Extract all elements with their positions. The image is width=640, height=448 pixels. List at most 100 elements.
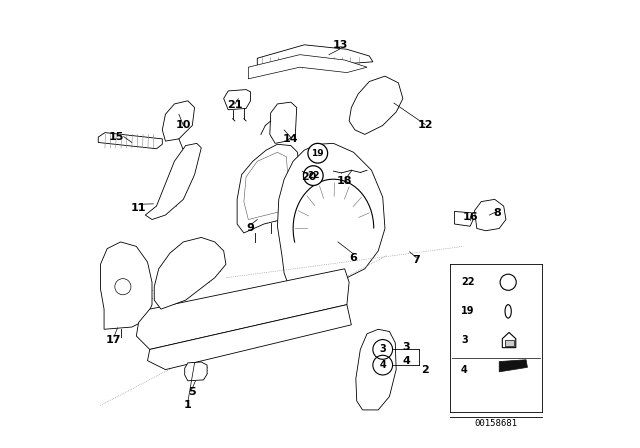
Point — [362, 377, 372, 384]
Point — [298, 238, 308, 246]
Point — [265, 316, 275, 323]
Point — [329, 161, 339, 168]
Point — [360, 161, 370, 168]
Point — [362, 392, 372, 399]
Point — [271, 103, 281, 110]
Point — [293, 217, 303, 224]
Point — [266, 159, 276, 166]
Point — [479, 223, 489, 230]
Point — [180, 126, 191, 134]
Point — [204, 267, 214, 274]
Point — [180, 119, 191, 126]
Point — [196, 366, 206, 374]
Point — [171, 256, 181, 263]
Point — [105, 262, 115, 269]
Point — [329, 196, 339, 203]
Point — [365, 175, 375, 182]
Point — [321, 274, 331, 281]
Point — [305, 289, 315, 296]
Point — [281, 289, 291, 296]
Point — [308, 252, 319, 259]
Point — [297, 283, 307, 290]
Point — [288, 182, 298, 189]
Point — [308, 161, 319, 168]
Point — [305, 301, 315, 308]
Point — [372, 384, 383, 392]
Point — [288, 267, 298, 274]
Point — [286, 152, 296, 159]
Point — [286, 159, 296, 166]
Point — [285, 131, 296, 138]
Point — [349, 120, 359, 127]
Point — [369, 120, 379, 127]
Point — [274, 206, 284, 213]
Point — [393, 83, 403, 90]
Point — [204, 239, 214, 246]
Point — [355, 217, 365, 224]
Point — [119, 254, 129, 261]
Point — [195, 319, 205, 326]
Point — [261, 176, 271, 183]
Point — [124, 310, 134, 317]
Point — [166, 134, 176, 141]
Point — [160, 112, 170, 119]
Point — [193, 250, 204, 258]
Point — [358, 115, 369, 122]
Point — [179, 322, 189, 329]
Point — [133, 270, 143, 277]
Point — [204, 250, 214, 258]
Point — [202, 369, 212, 376]
Point — [171, 202, 181, 209]
Point — [365, 252, 375, 259]
Point — [195, 331, 205, 338]
Point — [119, 286, 129, 293]
Point — [474, 209, 484, 216]
Point — [172, 130, 182, 138]
Point — [133, 246, 143, 254]
Point — [236, 218, 246, 225]
Point — [147, 310, 157, 317]
Point — [380, 370, 390, 377]
Point — [186, 364, 196, 371]
Polygon shape — [100, 242, 152, 329]
Point — [210, 304, 220, 311]
Point — [199, 366, 209, 374]
Point — [274, 117, 284, 124]
Point — [365, 362, 376, 370]
Point — [114, 246, 124, 254]
Point — [328, 298, 339, 305]
Point — [250, 301, 260, 308]
Point — [344, 175, 355, 182]
Point — [376, 333, 387, 340]
Point — [188, 267, 198, 274]
Point — [155, 325, 165, 332]
Point — [234, 292, 244, 299]
Point — [378, 104, 388, 112]
Point — [339, 267, 349, 274]
Point — [289, 126, 299, 133]
Point — [355, 399, 365, 406]
Point — [188, 278, 198, 285]
Point — [234, 307, 244, 314]
Point — [283, 210, 293, 217]
Point — [298, 182, 308, 189]
Point — [175, 104, 185, 112]
Point — [360, 246, 370, 253]
Point — [291, 170, 301, 177]
Point — [171, 168, 181, 175]
Point — [492, 218, 502, 225]
Point — [176, 168, 186, 175]
Point — [171, 331, 181, 338]
Point — [288, 259, 298, 267]
Point — [169, 123, 179, 130]
Point — [166, 289, 176, 296]
Point — [236, 200, 246, 207]
Point — [355, 203, 365, 210]
Point — [286, 164, 296, 172]
Point — [178, 104, 188, 112]
Polygon shape — [148, 305, 351, 370]
Point — [281, 307, 291, 314]
Point — [193, 239, 204, 246]
Text: 6: 6 — [349, 253, 358, 263]
Point — [202, 316, 212, 323]
